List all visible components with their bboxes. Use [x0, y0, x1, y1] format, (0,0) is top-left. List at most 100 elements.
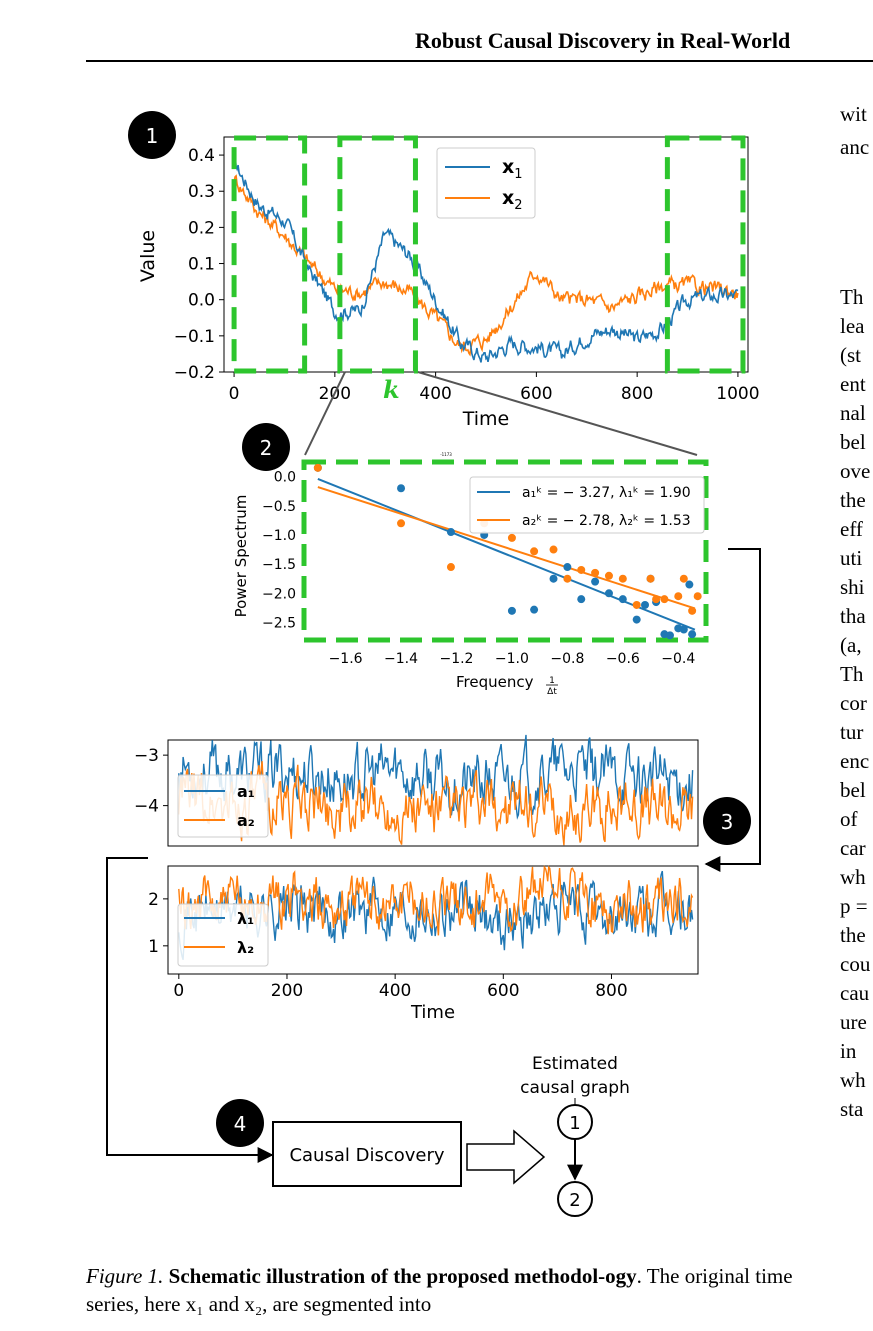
- right-column-line: of: [840, 807, 858, 831]
- window-k-label: k: [383, 375, 400, 404]
- plot2-legend-1: a₁ᵏ = − 3.27, λ₁ᵏ = 1.90: [522, 485, 691, 501]
- plot2-xticks: −1.6 −1.4 −1.2 −1.0 −0.8 −0.6 −0.4: [329, 651, 696, 667]
- plot2-ytick-label: −2.0: [262, 586, 296, 602]
- figure-1: 1 Value Time k 0.4 0.3 0.2 0.1 0.0 −0.1 −0.2 0…: [106, 111, 761, 1217]
- right-column-line: sta: [840, 1097, 864, 1121]
- plot2-yticks: 0.0 −0.5 −1.0 −1.5 −2.0 −2.5: [262, 470, 296, 632]
- caption-label: Figure 1.: [86, 1264, 164, 1288]
- plot2-ytick-label: −2.5: [262, 615, 296, 631]
- plot3b-legend-1: λ₁: [237, 909, 254, 928]
- plot3a-ytick-label: −4: [134, 797, 159, 817]
- step-2-number: 2: [260, 436, 273, 460]
- step-1-number: 1: [146, 124, 159, 148]
- plot3b-xtick-label: 0: [173, 981, 184, 1001]
- plot1-window: [231, 135, 308, 374]
- plot3b-xticks: 0 200 400 600 800: [173, 974, 628, 1001]
- plot2-xtick-label: −1.6: [329, 651, 363, 667]
- plot2-point: [507, 606, 516, 615]
- plot2-point: [652, 595, 661, 604]
- plot2-xlabel-frac-den: Δt: [547, 687, 557, 697]
- plot2-xtick-label: −1.4: [384, 651, 418, 667]
- plot2-point: [577, 565, 586, 574]
- right-column-line: (st: [840, 343, 861, 367]
- plot3a-legend-2: a₂: [237, 811, 255, 830]
- plot2-point: [507, 533, 516, 542]
- plot2-ytick-label: −1.5: [262, 557, 296, 573]
- plot3b-ytick-label: 2: [148, 890, 159, 910]
- right-column-line: ove: [840, 459, 871, 483]
- plot2-point: [530, 547, 539, 556]
- plot1-ylabel: Value: [137, 230, 159, 282]
- plot2-series: [313, 463, 702, 640]
- plot3a-legend-1: a₁: [237, 782, 255, 801]
- plot2-point: [632, 600, 641, 609]
- plot2-xtick-label: −1.2: [439, 651, 473, 667]
- right-column-line: ure: [840, 1010, 867, 1034]
- plot2-xtick-label: −0.4: [661, 651, 695, 667]
- plot2-point: [591, 577, 600, 586]
- right-column-line: car: [840, 836, 866, 860]
- plot2-xtick-label: −1.0: [495, 651, 529, 667]
- right-column-line: anc: [840, 135, 870, 159]
- plot2-fit-line: [317, 486, 696, 610]
- plot1-ytick-label: 0.2: [188, 218, 215, 238]
- plot2-point: [397, 519, 406, 528]
- right-column-line: bel: [840, 430, 866, 454]
- right-column-line: cor: [840, 691, 867, 715]
- right-column-line: p =: [840, 894, 868, 918]
- header-rule: [86, 60, 873, 62]
- right-column-line: enc: [840, 749, 870, 773]
- zoom-connector-left: [304, 371, 346, 456]
- right-column-line: uti: [840, 546, 863, 570]
- plot2-point: [549, 574, 558, 583]
- graph-title-line1: Estimated: [532, 1054, 618, 1074]
- plot1-xticks: 02004006008001000: [229, 372, 760, 404]
- arrow-to-step-3: [704, 548, 761, 872]
- step-3-badge: [703, 797, 751, 845]
- right-column-line: in: [840, 1039, 857, 1063]
- plot1-xlabel: Time: [462, 408, 510, 430]
- plot1-yticks: 0.4 0.3 0.2 0.1 0.0 −0.1 −0.2: [174, 146, 224, 383]
- caption-bold: Schematic illustration of the proposed m…: [168, 1264, 637, 1288]
- step-1-badge: [128, 111, 176, 159]
- running-header: Robust Causal Discovery in Real-World: [415, 28, 791, 53]
- plot2-point: [530, 605, 539, 614]
- plot2-ytick-label: −1.0: [262, 528, 296, 544]
- plot1-xtick-label: 800: [621, 384, 653, 404]
- plot2-point: [679, 625, 688, 634]
- graph-node-2-label: 2: [569, 1190, 580, 1211]
- plot2-legend: [469, 476, 705, 534]
- plot1-window: [337, 135, 418, 374]
- plot2-point: [563, 574, 572, 583]
- plot3a-frame: [167, 739, 699, 847]
- plot2-xtick-label: −0.6: [606, 651, 640, 667]
- right-column-line: tha: [840, 604, 866, 628]
- plot2-ytick-label: 0.0: [274, 470, 296, 486]
- plot2-point: [688, 606, 697, 615]
- plot1-window: [664, 135, 746, 374]
- right-column-line: the: [840, 923, 866, 947]
- plot1-ytick-label: −0.1: [174, 327, 215, 347]
- right-column-line: Th: [840, 285, 864, 309]
- plot2-point: [604, 571, 613, 580]
- plot2-xlabel-frac-num: 1: [549, 676, 555, 686]
- plot2-xtick-label: −0.8: [550, 651, 584, 667]
- plot2-point: [685, 580, 694, 589]
- right-column-line: Th: [840, 662, 864, 686]
- plot1-xtick-label: 0: [229, 384, 240, 404]
- plot2-point: [618, 595, 627, 604]
- plot1-ytick-label: 0.3: [188, 182, 215, 202]
- step-4-badge: [216, 1099, 264, 1147]
- plot1-series: [233, 153, 739, 363]
- figure-caption: Figure 1. Schematic illustration of the …: [86, 1262, 806, 1318]
- plot3b-xtick-label: 600: [487, 981, 519, 1001]
- plot1-frame: [223, 136, 749, 373]
- plot2-point: [446, 563, 455, 572]
- plot2-point: [591, 568, 600, 577]
- plot2-point: [688, 630, 697, 639]
- plot2-point: [397, 484, 406, 493]
- right-column-line: tur: [840, 720, 864, 744]
- plot2-fit-line: [317, 477, 696, 631]
- plot2-point: [446, 528, 455, 537]
- plot2-point: [674, 592, 683, 601]
